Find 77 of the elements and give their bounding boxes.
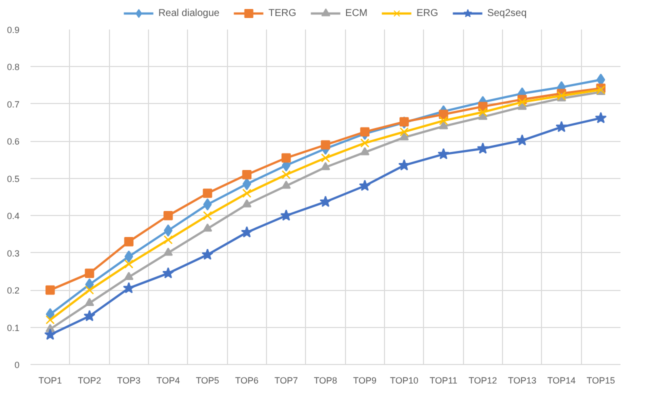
x-tick-label: TOP3 [117, 376, 141, 386]
point [476, 142, 489, 154]
y-tick-label: 0.4 [6, 211, 20, 222]
point [240, 226, 253, 238]
x-tick-label: TOP5 [196, 376, 220, 386]
point [280, 209, 292, 221]
point [518, 98, 527, 107]
point [164, 248, 173, 256]
point [282, 170, 291, 180]
legend-label: Real dialogue [158, 8, 220, 18]
point [400, 132, 409, 140]
x-tick-label: TOP9 [353, 376, 377, 386]
point [360, 138, 370, 148]
point [400, 127, 409, 136]
point [46, 315, 55, 324]
point [400, 117, 409, 126]
x-tick-label: TOP10 [390, 376, 418, 386]
y-tick-label: 0.3 [6, 248, 20, 258]
point [202, 248, 214, 260]
point [282, 153, 291, 163]
point [320, 196, 332, 207]
y-tick-label: 0.7 [6, 99, 20, 110]
point [438, 121, 448, 130]
point [242, 199, 252, 208]
point [320, 162, 330, 170]
point [320, 140, 330, 150]
point [122, 282, 135, 294]
x-tick-label: TOP15 [586, 376, 616, 386]
point [44, 328, 56, 340]
y-tick-label: 0.2 [6, 286, 20, 296]
point [556, 120, 568, 132]
point [516, 134, 528, 146]
point [164, 235, 173, 244]
y-tick-label: 0.8 [6, 62, 20, 72]
point [438, 148, 450, 160]
x-tick-label: TOP4 [156, 376, 180, 386]
x-tick-label: TOP6 [235, 376, 259, 386]
point [320, 153, 330, 162]
x-tick-label: TOP7 [274, 376, 298, 386]
point [124, 272, 134, 280]
x-tick-label: TOP14 [547, 376, 576, 386]
y-tick-label: 0.9 [6, 25, 20, 35]
point [358, 180, 371, 191]
legend-label: TERG [268, 8, 296, 18]
point [438, 116, 448, 126]
y-tick-label: 0 [14, 360, 20, 370]
point [202, 223, 212, 232]
point [282, 180, 291, 189]
point [124, 237, 134, 246]
point [124, 259, 134, 269]
x-tick-label: TOP12 [468, 376, 498, 386]
legend-label: ERG [416, 8, 438, 18]
x-tick-label: TOP13 [508, 376, 536, 386]
point [242, 170, 252, 180]
x-tick-label: TOP1 [38, 376, 62, 386]
point [164, 210, 173, 220]
point [84, 268, 94, 278]
y-tick-label: 0.6 [6, 136, 20, 147]
point [202, 211, 212, 220]
point [46, 285, 55, 295]
point [202, 188, 212, 198]
point [84, 286, 94, 295]
x-tick-label: TOP11 [430, 376, 458, 386]
point [242, 188, 252, 198]
point [360, 147, 370, 156]
y-tick-label: 0.5 [6, 174, 20, 184]
point [84, 298, 94, 306]
point [478, 108, 488, 117]
x-tick-label: TOP8 [314, 376, 338, 386]
point [360, 127, 370, 137]
point [594, 112, 607, 124]
x-tick-label: TOP2 [78, 376, 102, 386]
y-tick-label: 0.1 [6, 322, 20, 333]
point [162, 267, 174, 278]
legend-label: Seq2seq [487, 8, 527, 18]
point [84, 310, 96, 322]
legend-label: ECM [345, 8, 368, 18]
